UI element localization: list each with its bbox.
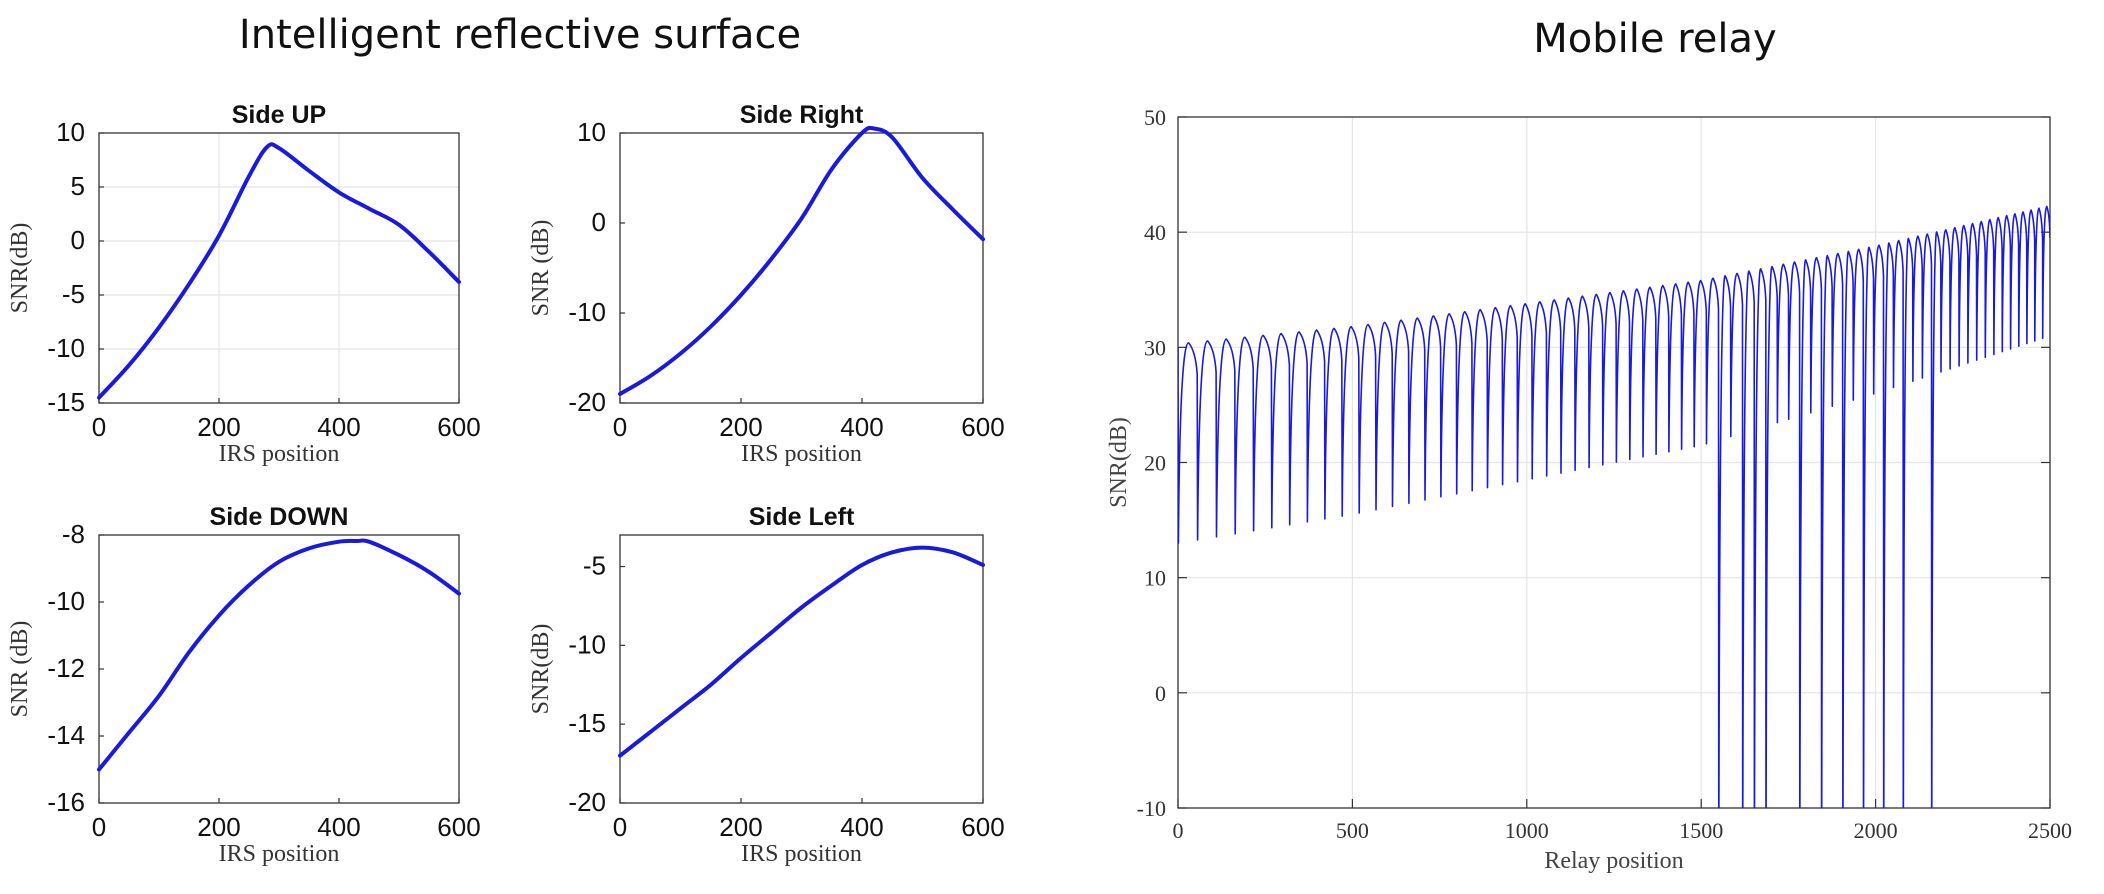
y-tick-label: -12 (47, 653, 85, 683)
relay-series-group (1178, 205, 2050, 808)
y-tick-label: 50 (1144, 105, 1166, 130)
y-tick-label: -20 (568, 387, 606, 417)
y-tick-label: 10 (1144, 566, 1166, 591)
x-axis-label: IRS position (219, 441, 340, 467)
plot-frame (98, 534, 460, 804)
irs-heading: Intelligent reflective surface (238, 12, 802, 58)
y-tick-label: -10 (1137, 796, 1166, 821)
y-tick-label: 10 (577, 117, 606, 147)
x-tick-label: 400 (840, 412, 883, 442)
y-tick-label: -16 (47, 787, 85, 817)
chart-4: 0 200 400 600 -5 -10 -15 -20 Side Left IRS positi… (528, 503, 1005, 867)
y-axis-label: SNR(dB) (528, 624, 554, 715)
x-axis-label: IRS position (741, 441, 862, 467)
plot-frame (619, 534, 984, 804)
y-tick-label: 5 (71, 171, 85, 201)
plot-title: Side DOWN (210, 503, 349, 531)
y-tick-label: -10 (568, 629, 606, 659)
y-tick-label: 0 (1155, 681, 1166, 706)
x-tick-label: 200 (197, 412, 240, 442)
chart-2: 0 200 400 600 10 0 -10 -20 Side Right IRS positio… (528, 101, 1005, 467)
series-line (97, 538, 461, 772)
y-tick-label: -15 (47, 387, 85, 417)
x-axis-label: IRS position (219, 841, 340, 867)
x-tick-label: 400 (840, 812, 883, 842)
chart-1: 0 200 400 600 10 5 0 -5 -10 -15 Side UP IRS positio… (7, 101, 481, 467)
y-tick-label: 20 (1144, 451, 1166, 476)
x-tick-label: 600 (437, 812, 480, 842)
plot-title: Side Right (740, 101, 864, 129)
y-tick-label: -8 (62, 519, 85, 549)
x-axis-label: Relay position (1544, 848, 1683, 874)
y-tick-label: -15 (568, 708, 606, 738)
y-tick-label: -10 (47, 586, 85, 616)
x-tick-label: 0 (1173, 818, 1184, 843)
plot-frame (98, 132, 460, 404)
x-tick-label: 600 (961, 412, 1004, 442)
y-axis-label: SNR (dB) (7, 621, 33, 718)
x-tick-label: 200 (719, 812, 762, 842)
x-tick-label: 600 (961, 812, 1004, 842)
relay-series-line (1178, 205, 2050, 808)
x-tick-label: 400 (317, 412, 360, 442)
y-tick-label: -5 (62, 279, 85, 309)
x-tick-label: 400 (317, 812, 360, 842)
x-tick-label: 2500 (2028, 818, 2072, 843)
series-line (618, 545, 985, 758)
plot-frame (619, 132, 984, 404)
x-tick-label: 1000 (1505, 818, 1549, 843)
y-tick-label: 0 (592, 207, 606, 237)
chart-5: 0 500 1000 1500 2000 2500 50 40 30 20 10 0 -10 Relay … (1106, 105, 2072, 874)
x-tick-label: 1500 (1679, 818, 1723, 843)
y-tick-label: -5 (583, 551, 606, 581)
y-tick-label: 0 (71, 225, 85, 255)
y-axis-label: SNR(dB) (1106, 417, 1132, 508)
y-tick-label: 30 (1144, 335, 1166, 360)
x-tick-label: 0 (613, 812, 627, 842)
x-tick-label: 200 (719, 412, 762, 442)
y-tick-label: -10 (47, 333, 85, 363)
x-tick-label: 2000 (1854, 818, 1898, 843)
series-line (97, 142, 461, 400)
x-tick-label: 0 (92, 812, 106, 842)
plot-title: Side UP (232, 101, 326, 129)
x-tick-label: 500 (1336, 818, 1369, 843)
y-tick-label: -20 (568, 787, 606, 817)
y-tick-label: 40 (1144, 220, 1166, 245)
plot-title: Side Left (749, 503, 855, 531)
x-axis-label: IRS position (741, 841, 862, 867)
x-tick-label: 0 (92, 412, 106, 442)
x-tick-label: 0 (613, 412, 627, 442)
y-tick-label: -10 (568, 297, 606, 327)
y-tick-label: -14 (47, 720, 85, 750)
x-tick-label: 200 (197, 812, 240, 842)
y-axis-label: SNR (dB) (528, 220, 554, 317)
chart-3: 0 200 400 600 -8 -10 -12 -14 -16 Side DOWN IRS pos… (7, 503, 481, 867)
y-tick-label: 10 (56, 117, 85, 147)
x-tick-label: 600 (437, 412, 480, 442)
series-line (618, 125, 985, 396)
y-axis-label: SNR(dB) (7, 223, 33, 314)
relay-heading: Mobile relay (1533, 16, 1777, 62)
